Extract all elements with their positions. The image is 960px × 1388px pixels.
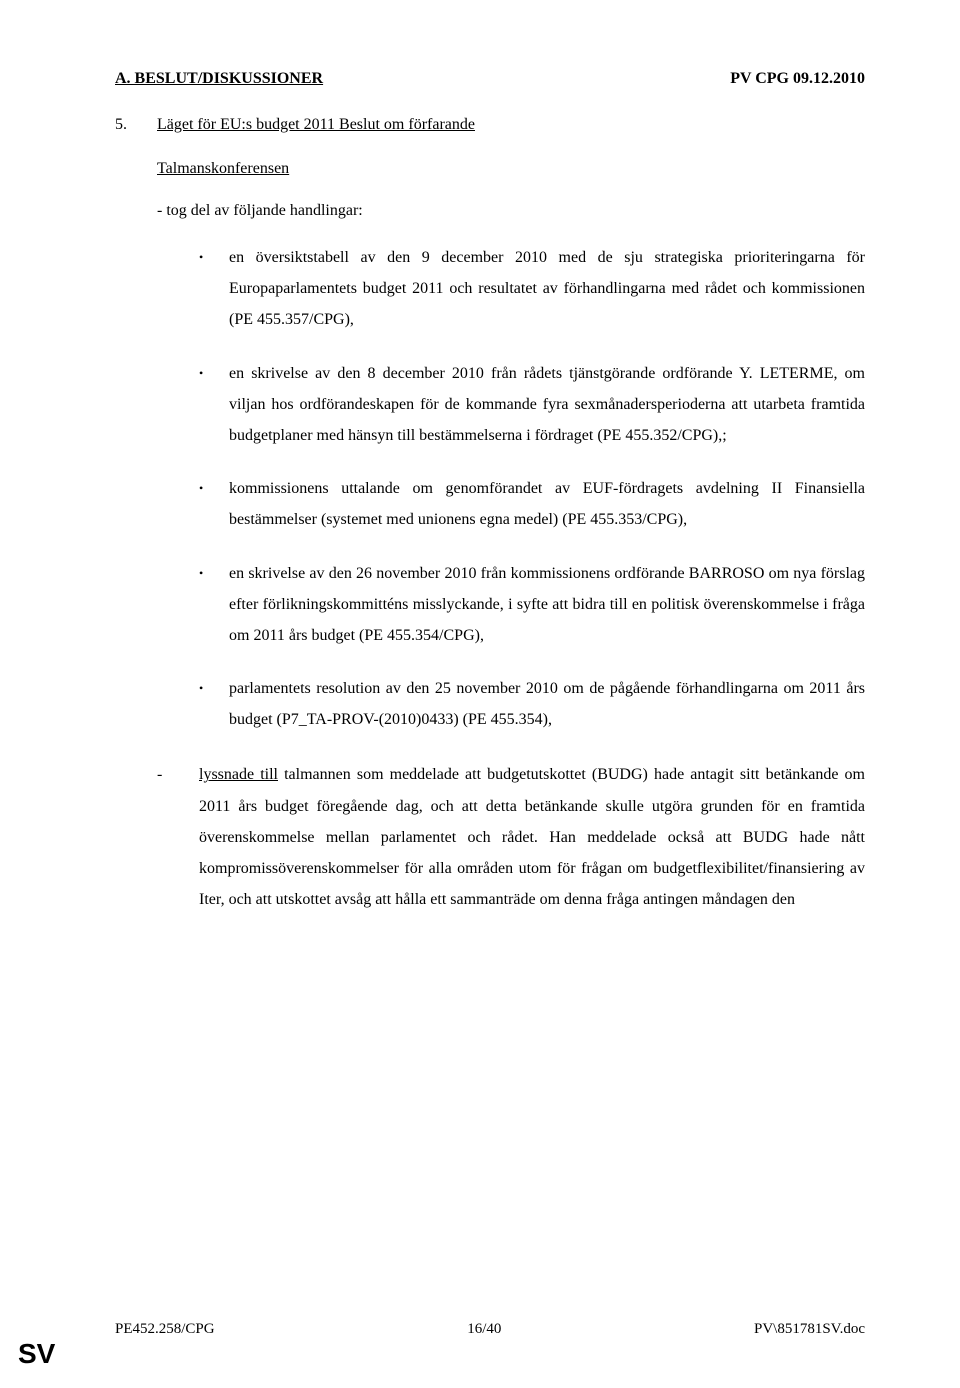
dash-paragraph: -lyssnade till talmannen som meddelade a…: [157, 759, 865, 915]
dash-mark: -: [157, 759, 199, 790]
agenda-item-heading: 5.Läget för EU:s budget 2011 Beslut om f…: [157, 116, 865, 134]
agenda-item-title: Läget för EU:s budget 2011 Beslut om för…: [157, 116, 475, 133]
list-item: parlamentets resolution av den 25 novemb…: [229, 673, 865, 735]
paragraph-rest: talmannen som meddelade att budgetutskot…: [199, 766, 865, 908]
agenda-item-number: 5.: [115, 116, 157, 134]
language-code: SV: [18, 1338, 55, 1370]
list-item: en skrivelse av den 26 november 2010 frå…: [229, 558, 865, 652]
underlined-lead: lyssnade till: [199, 766, 278, 783]
footer-left: PE452.258/CPG: [115, 1321, 215, 1338]
footer-center: 16/40: [467, 1321, 501, 1338]
header-row: A. BESLUT/DISKUSSIONER PV CPG 09.12.2010: [115, 70, 865, 88]
footer: PE452.258/CPG 16/40 PV\851781SV.doc: [115, 1321, 865, 1338]
section-heading: A. BESLUT/DISKUSSIONER: [115, 70, 323, 88]
doc-ref-header: PV CPG 09.12.2010: [730, 70, 865, 88]
list-item: en skrivelse av den 8 december 2010 från…: [229, 358, 865, 452]
list-item: kommissionens uttalande om genomförandet…: [229, 473, 865, 535]
subheading: Talmanskonferensen: [157, 160, 865, 178]
dash-intro: - tog del av följande handlingar:: [157, 202, 865, 220]
bullet-list: en översiktstabell av den 9 december 201…: [115, 242, 865, 735]
list-item: en översiktstabell av den 9 december 201…: [229, 242, 865, 336]
page: A. BESLUT/DISKUSSIONER PV CPG 09.12.2010…: [0, 0, 960, 1388]
footer-right: PV\851781SV.doc: [754, 1321, 865, 1338]
